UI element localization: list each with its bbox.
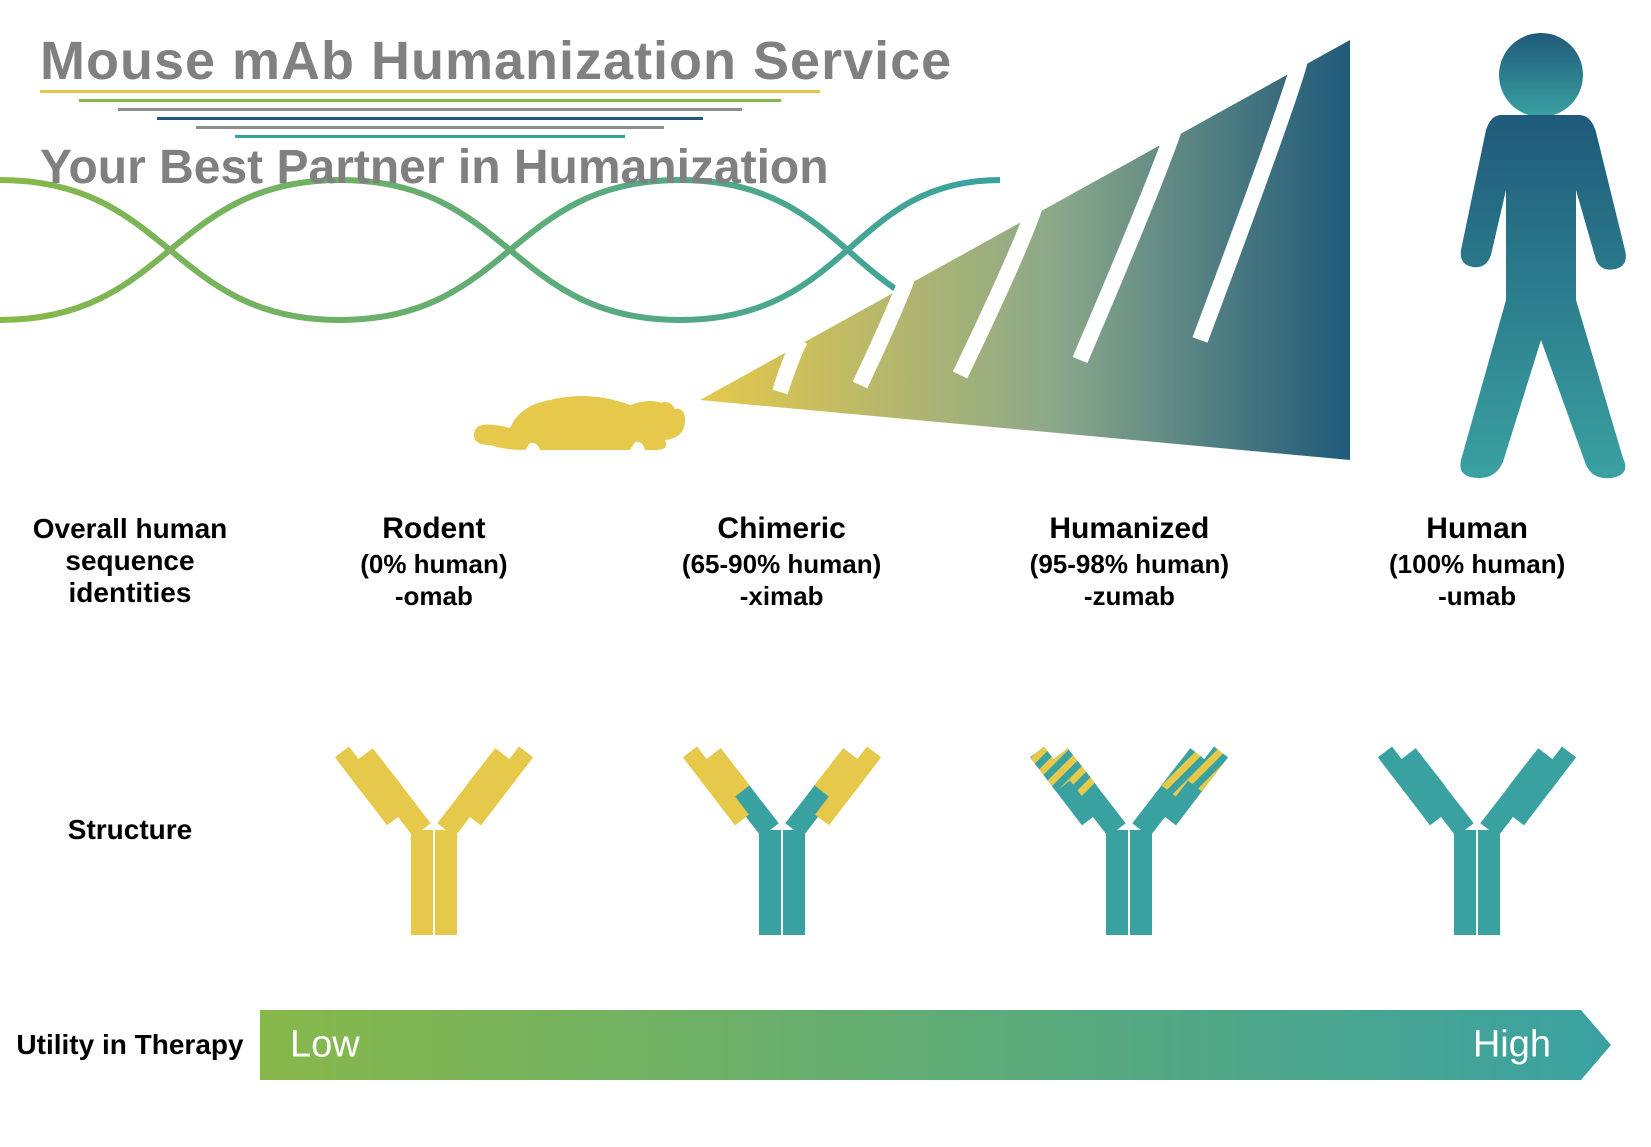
col-suffix: -umab bbox=[1313, 580, 1641, 613]
col-pct: (0% human) bbox=[270, 548, 598, 581]
row-label-overall: Overall human sequence identities bbox=[0, 510, 260, 613]
col-humanized: Humanized (95-98% human) -zumab bbox=[956, 510, 1304, 613]
human-icon bbox=[1391, 20, 1651, 480]
mouse-icon bbox=[470, 350, 690, 460]
col-rodent: Rodent (0% human) -omab bbox=[260, 510, 608, 613]
col-suffix: -ximab bbox=[618, 580, 946, 613]
antibody-chimeric-icon bbox=[682, 720, 882, 940]
antibody-humanized-icon bbox=[1029, 720, 1229, 940]
row-label-utility: Utility in Therapy bbox=[0, 1029, 260, 1061]
labels-row: Overall human sequence identities Rodent… bbox=[0, 510, 1651, 613]
antibody-human-icon bbox=[1377, 720, 1577, 940]
col-pct: (65-90% human) bbox=[618, 548, 946, 581]
utility-high-label: High bbox=[1473, 1024, 1551, 1067]
col-human: Human (100% human) -umab bbox=[1303, 510, 1651, 613]
col-name: Human bbox=[1426, 512, 1528, 545]
transition-cone-icon bbox=[700, 40, 1350, 460]
col-suffix: -zumab bbox=[966, 580, 1294, 613]
antibody-row: Structure bbox=[0, 720, 1651, 940]
utility-bar: Low High bbox=[260, 1010, 1611, 1080]
utility-low-label: Low bbox=[290, 1024, 360, 1067]
col-name: Rodent bbox=[382, 512, 485, 545]
hero-banner: Mouse mAb Humanization Service Your Best… bbox=[0, 0, 1651, 480]
col-name: Humanized bbox=[1049, 512, 1209, 545]
col-pct: (100% human) bbox=[1313, 548, 1641, 581]
row-label-structure: Structure bbox=[0, 814, 260, 846]
col-name: Chimeric bbox=[717, 512, 845, 545]
antibody-rodent-icon bbox=[334, 720, 534, 940]
utility-row: Utility in Therapy Low High bbox=[0, 1010, 1651, 1080]
col-chimeric: Chimeric (65-90% human) -ximab bbox=[608, 510, 956, 613]
col-pct: (95-98% human) bbox=[966, 548, 1294, 581]
col-suffix: -omab bbox=[270, 580, 598, 613]
